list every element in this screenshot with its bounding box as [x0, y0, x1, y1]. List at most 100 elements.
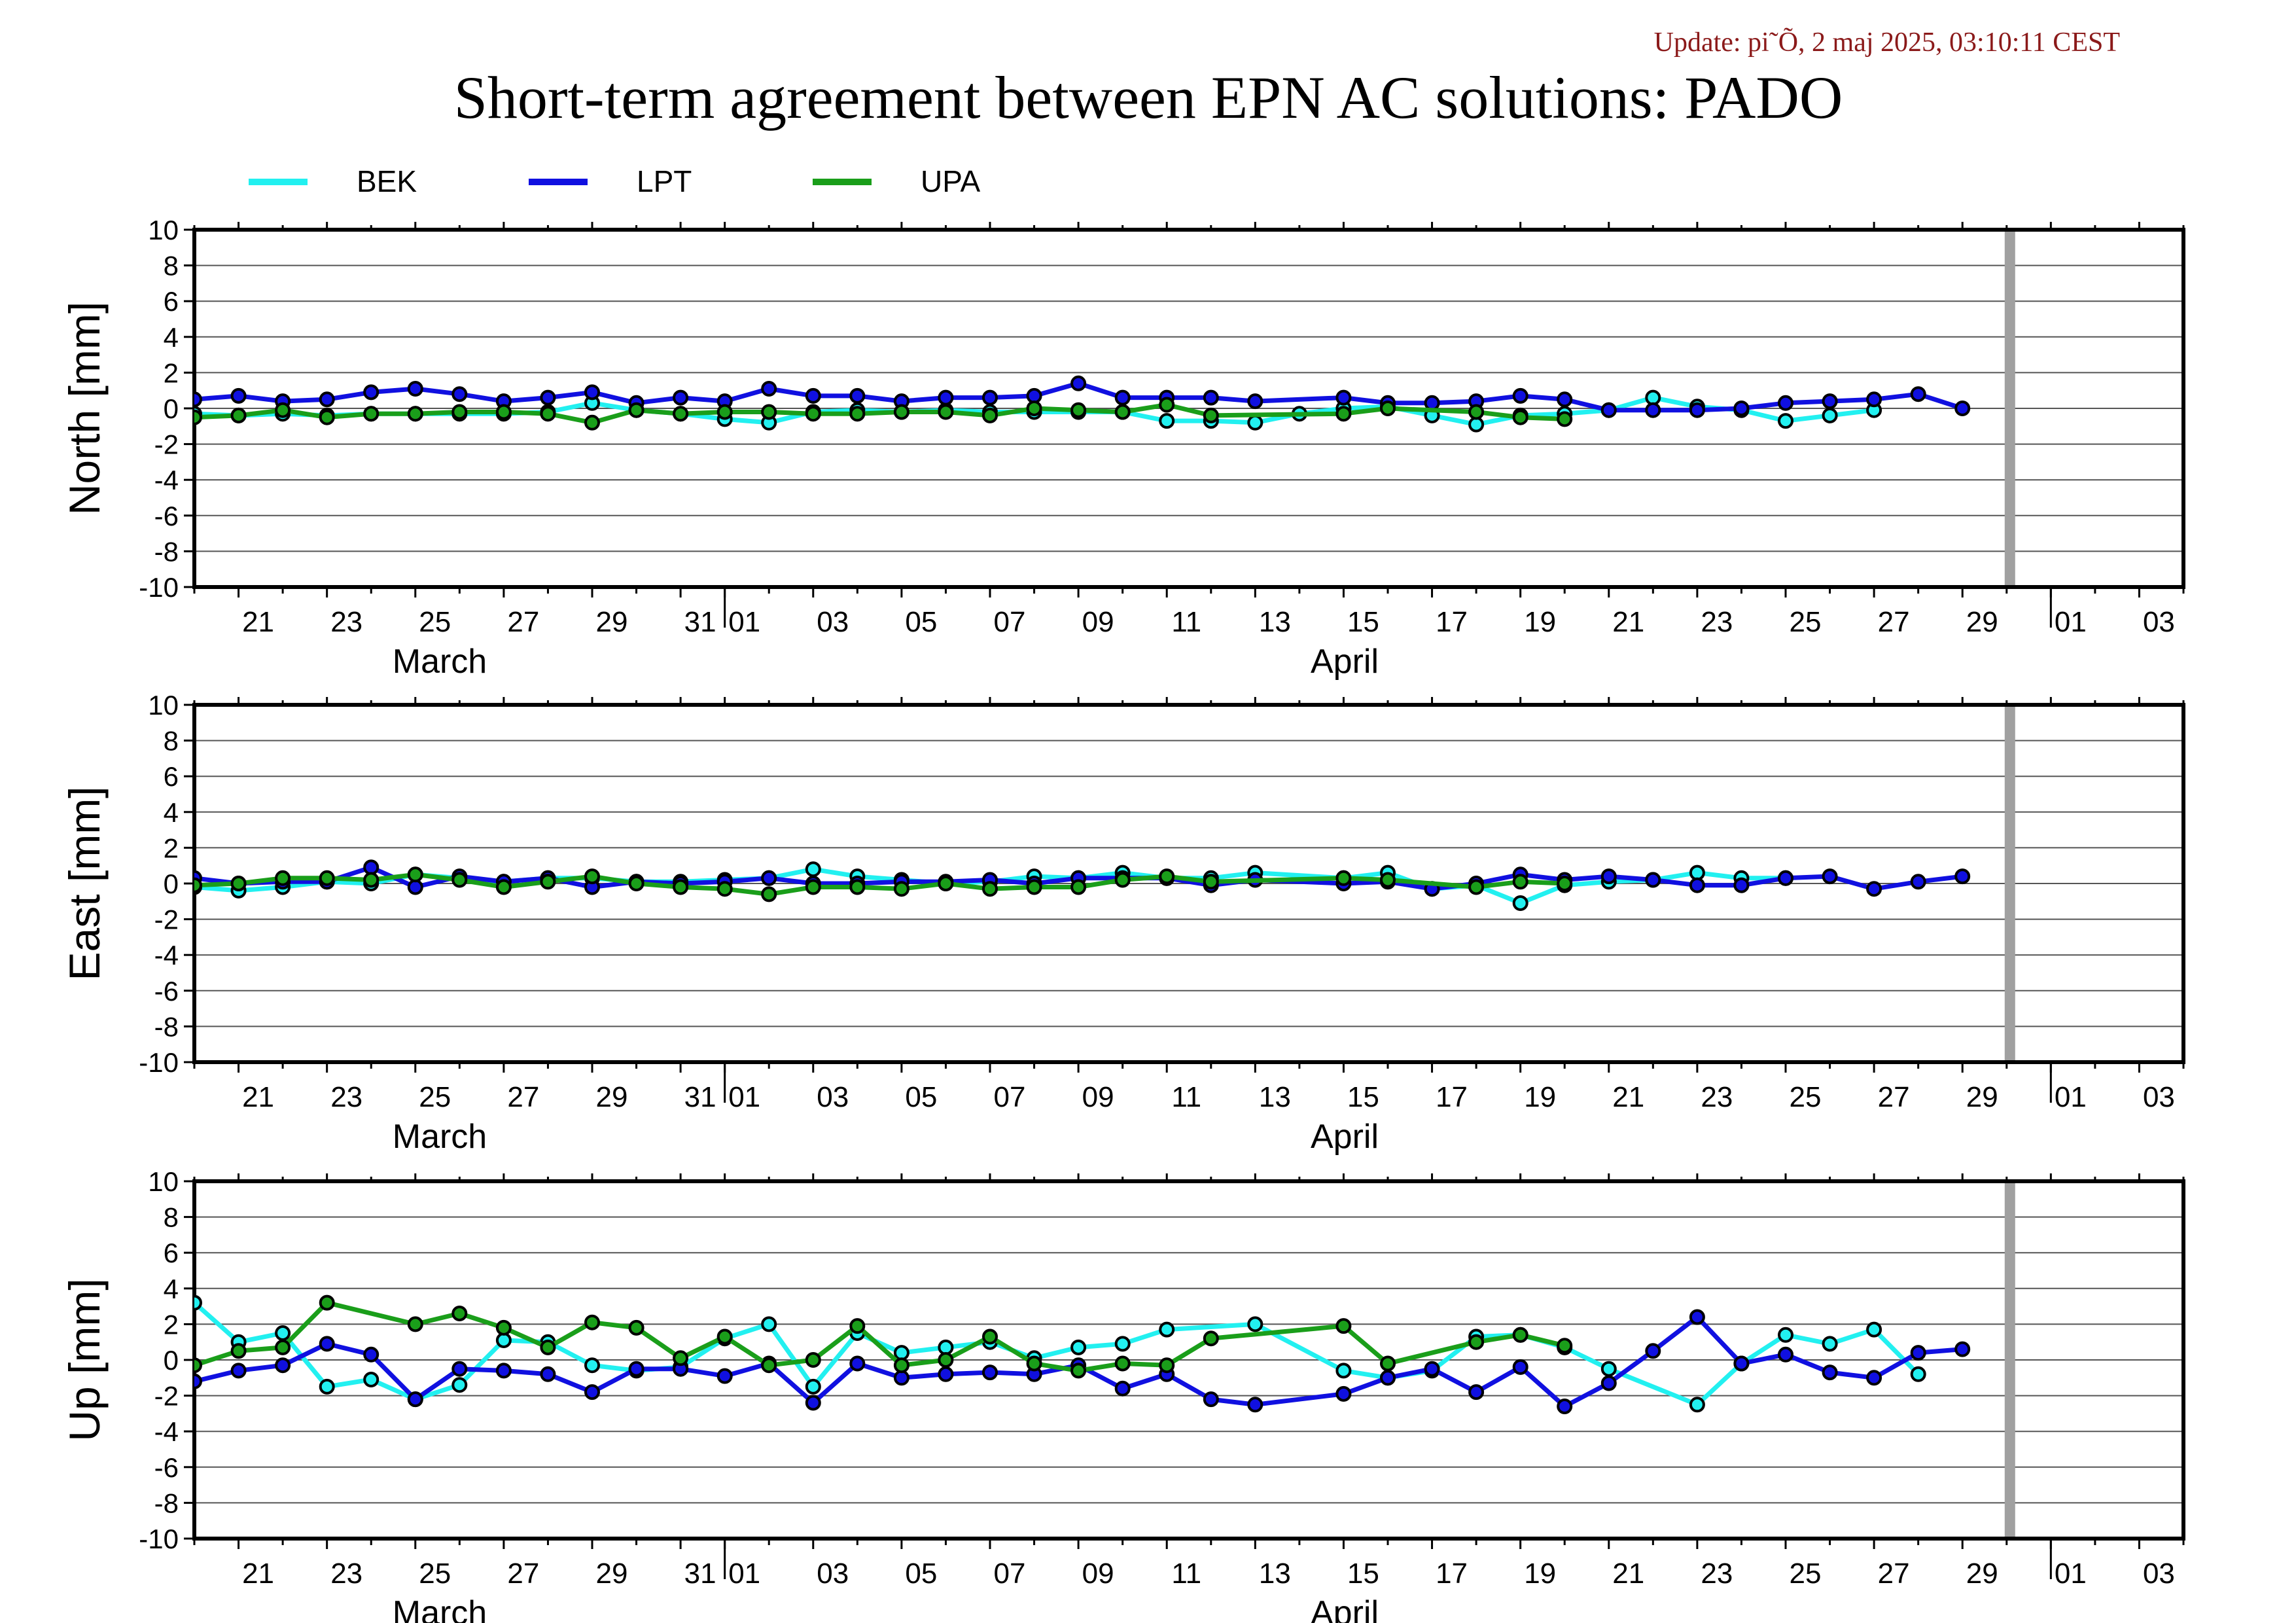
data-point-upa: [849, 406, 866, 422]
y-tick-label: 2: [164, 832, 179, 863]
data-point-bek: [1600, 1361, 1617, 1377]
x-tick-label: 25: [419, 1081, 451, 1113]
data-point-upa: [1335, 1318, 1352, 1334]
series-group: [194, 859, 1971, 911]
x-tick-label: 21: [242, 1081, 274, 1113]
x-tick-label: 21: [1612, 1081, 1644, 1113]
data-point-bek: [275, 1325, 291, 1341]
data-point-upa: [1026, 1355, 1042, 1372]
series-line-lpt: [194, 381, 1964, 413]
data-point-lpt: [1778, 1346, 1793, 1363]
data-point-bek: [938, 1339, 954, 1355]
data-point-lpt: [407, 1391, 423, 1408]
data-point-upa: [805, 1352, 821, 1368]
data-point-upa: [628, 1319, 645, 1336]
x-tick-label: 25: [1790, 1081, 1822, 1113]
month-label: April: [1311, 643, 1379, 681]
data-point-lpt: [849, 387, 866, 404]
data-point-bek: [1247, 414, 1263, 431]
data-point-upa: [275, 870, 291, 886]
x-tick-label: 19: [1524, 1081, 1556, 1113]
y-tick-label: 8: [164, 726, 179, 757]
x-tick-label: 23: [330, 1081, 362, 1113]
x-tick-label: 03: [2143, 1081, 2175, 1113]
data-point-lpt: [1733, 1355, 1750, 1372]
data-point-lpt: [1512, 387, 1528, 404]
data-point-upa: [849, 1318, 866, 1334]
y-tick-label: 10: [148, 1166, 179, 1197]
gap-marker-bar: [2004, 230, 2015, 587]
data-point-upa: [982, 1329, 998, 1345]
data-point-lpt: [1733, 401, 1750, 416]
data-point-upa: [1512, 874, 1528, 890]
data-point-bek: [194, 1294, 202, 1311]
data-point-upa: [1159, 1357, 1175, 1374]
data-point-upa: [1557, 1338, 1573, 1354]
y-tick-label: 8: [164, 1202, 179, 1233]
x-tick-label: 27: [1878, 1081, 1910, 1113]
y-tick-label: -6: [154, 1452, 179, 1483]
data-point-upa: [230, 876, 247, 891]
data-point-bek: [1778, 1327, 1793, 1343]
data-point-lpt: [1468, 1384, 1485, 1400]
data-point-lpt: [275, 1357, 291, 1374]
data-point-upa: [673, 879, 689, 895]
data-point-upa: [1335, 406, 1352, 422]
data-point-upa: [1070, 402, 1087, 418]
data-point-lpt: [1822, 393, 1838, 410]
x-tick-label: 29: [1966, 606, 1998, 638]
x-tick-label: 17: [1436, 1081, 1468, 1113]
month-label: April: [1311, 1594, 1379, 1623]
data-point-upa: [1114, 872, 1131, 888]
x-tick-label: 27: [507, 1558, 539, 1590]
data-point-upa: [1380, 401, 1396, 416]
data-point-upa: [540, 874, 556, 890]
data-point-lpt: [1689, 877, 1705, 893]
y-tick-label: 4: [164, 797, 179, 828]
series-group: [194, 375, 1971, 433]
data-point-upa: [1380, 872, 1396, 888]
x-tick-label: 07: [994, 606, 1026, 638]
data-point-bek: [1512, 895, 1528, 911]
data-point-lpt: [584, 1384, 600, 1400]
x-tick-label: 01: [728, 606, 760, 638]
x-tick-label: 13: [1259, 1558, 1291, 1590]
x-tick-label: 23: [330, 606, 362, 638]
x-tick-label: 27: [507, 1081, 539, 1113]
x-tick-label: 13: [1259, 1081, 1291, 1113]
y-tick-label: 0: [164, 393, 179, 424]
data-point-upa: [451, 1306, 468, 1321]
data-point-lpt: [363, 1346, 380, 1363]
data-point-lpt: [1600, 868, 1617, 885]
x-tick-label: 29: [596, 1558, 628, 1590]
x-tick-label: 03: [817, 1558, 849, 1590]
data-point-lpt: [1689, 402, 1705, 418]
data-point-lpt: [761, 381, 777, 397]
x-tick-label: 19: [1524, 606, 1556, 638]
x-tick-label: 25: [419, 606, 451, 638]
data-point-upa: [673, 406, 689, 422]
data-point-upa: [495, 1319, 512, 1336]
data-point-bek: [1689, 865, 1705, 881]
data-point-lpt: [1380, 1370, 1396, 1386]
data-point-lpt: [1600, 1375, 1617, 1391]
data-point-lpt: [673, 389, 689, 406]
x-tick-label: 03: [817, 606, 849, 638]
x-tick-label: 01: [2055, 1558, 2087, 1590]
data-point-upa: [584, 414, 600, 431]
data-point-lpt: [1203, 1391, 1219, 1408]
x-tick-label: 23: [330, 1558, 362, 1590]
data-point-bek: [319, 1378, 335, 1395]
data-point-upa: [363, 872, 380, 888]
data-point-bek: [363, 1372, 380, 1387]
y-tick-label: 10: [148, 690, 179, 721]
x-tick-label: 21: [242, 606, 274, 638]
data-point-lpt: [1424, 395, 1440, 411]
data-point-upa: [194, 409, 202, 425]
data-point-upa: [407, 406, 423, 422]
data-point-upa: [805, 406, 821, 422]
y-tick-label: -2: [154, 1381, 179, 1412]
gap-marker-bar: [2004, 1181, 2015, 1539]
month-label: March: [393, 1118, 487, 1156]
data-point-bek: [805, 1378, 821, 1395]
